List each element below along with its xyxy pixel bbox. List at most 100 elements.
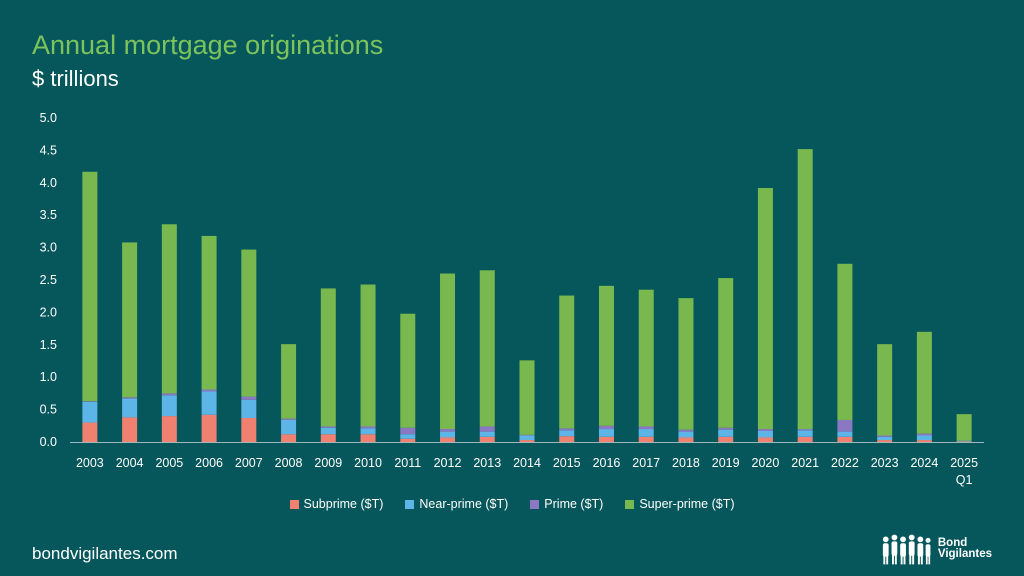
bar-segment-super-prime-2017 [638,289,654,427]
x-tick-label: 2004 [116,456,144,470]
bar-segment-subprime-2003 [82,422,98,442]
x-tick-label: 2005 [155,456,183,470]
y-tick-label: 3.0 [40,241,57,255]
x-tick-label: 2013 [473,456,501,470]
bar-segment-near-prime-2005 [161,395,177,417]
x-tick-label: 2003 [76,456,104,470]
bar-segment-subprime-2009 [320,434,336,442]
legend-swatch-subprime [289,499,299,509]
bar-segment-prime-2020 [757,429,773,431]
bar-segment-super-prime-2024 [916,331,932,434]
bar-segment-subprime-2008 [281,434,297,442]
bar-segment-prime-2010 [360,426,376,429]
bar-segment-prime-2021 [797,429,813,431]
bar-segment-super-prime-2008 [281,344,297,419]
bar-segment-super-prime-2003 [82,171,98,402]
bar-segment-prime-2004 [122,397,138,399]
bar-segment-near-prime-2006 [201,391,217,415]
legend-label-subprime: Subprime ($T) [303,497,384,511]
x-tick-label: 2025 [950,456,978,470]
x-tick-label: 2020 [752,456,780,470]
bar-segment-near-prime-2025 [956,440,972,442]
bar-segment-super-prime-2012 [440,273,456,430]
y-tick-label: 2.5 [40,273,57,287]
bar-segment-subprime-2017 [638,436,654,442]
bar-segment-super-prime-2020 [757,187,773,430]
bar-segment-super-prime-2018 [678,298,694,430]
bar-segment-prime-2013 [479,426,495,432]
legend-item-near-prime: Near-prime ($T) [405,497,508,511]
stacked-bar-chart: 0.0 0.5 1.0 1.5 2.0 2.5 3.0 3.5 4.0 4.5 5.0 2003 200… [40,111,984,487]
bar-segment-prime-2009 [320,426,336,428]
legend-swatch-near-prime [405,499,415,509]
bar-segment-super-prime-2019 [718,278,734,428]
bar-segment-subprime-2020 [757,437,773,442]
bar-segment-subprime-2013 [479,436,495,442]
bar-segment-super-prime-2023 [877,344,893,436]
x-tick-label: 2019 [712,456,740,470]
bar-segment-super-prime-2009 [320,288,336,427]
bar-segment-near-prime-2018 [678,431,694,438]
legend-item-super-prime: Super-prime ($T) [625,497,735,511]
bar-segment-prime-2007 [241,396,257,400]
bar-segment-subprime-2004 [122,417,138,442]
brand-name: Bond Vigilantes [937,537,992,560]
x-tick-label: 2018 [672,456,700,470]
bar-segment-near-prime-2013 [479,431,495,437]
x-tick-label: 2006 [195,456,223,470]
bar-segment-subprime-2015 [559,436,575,442]
bar-segment-near-prime-2016 [598,429,614,437]
bar-segment-super-prime-2010 [360,284,376,427]
brand-line-2: Vigilantes [937,548,992,560]
bar-segment-super-prime-2006 [201,235,217,390]
bar-segment-super-prime-2015 [559,295,575,429]
y-tick-label: 5.0 [40,111,57,125]
x-tick-label: 2022 [831,456,859,470]
bar-segment-near-prime-2007 [241,399,257,419]
bar-segment-subprime-2011 [400,438,416,442]
chart-title: Annual mortgage originations [32,30,384,60]
people-silhouettes-logo-icon [882,534,931,565]
bar-segment-near-prime-2008 [281,419,297,435]
legend-label-near-prime: Near-prime ($T) [419,497,509,511]
bar-segment-super-prime-2014 [519,360,535,435]
bar-segment-near-prime-2014 [519,435,535,441]
bar-segment-subprime-2025 [956,441,972,442]
x-tick-label: 2009 [314,456,342,470]
legend-item-subprime: Subprime ($T) [289,497,384,511]
bar-segment-prime-2017 [638,426,654,430]
x-tick-sublabel: Q1 [956,473,973,487]
bar-segment-prime-2019 [718,427,734,430]
bar-segment-prime-2022 [837,419,853,432]
x-tick-label: 2007 [235,456,263,470]
y-tick-label: 2.0 [40,305,57,319]
x-tick-label: 2011 [394,456,421,470]
bar-segment-prime-2008 [281,418,297,420]
bar-segment-subprime-2022 [837,436,853,442]
bar-segment-prime-2003 [82,401,98,402]
bar-segment-near-prime-2011 [400,434,416,439]
bar-segment-prime-2014 [519,434,535,436]
bar-segment-super-prime-2025 [956,414,972,441]
bar-segment-subprime-2012 [440,437,456,442]
bar-segment-super-prime-2022 [837,263,853,420]
footer-website[interactable]: bondvigilantes.com [32,544,178,563]
bar-segment-near-prime-2021 [797,430,813,437]
chart-subtitle: $ trillions [32,66,119,91]
x-tick-label: 2014 [513,456,541,470]
x-tick-label: 2012 [434,456,462,470]
bar-segment-near-prime-2017 [638,429,654,437]
y-tick-label: 4.5 [40,143,57,157]
bar-segment-subprime-2019 [718,436,734,442]
bar-segment-subprime-2005 [161,416,177,442]
bar-segment-near-prime-2015 [559,430,575,437]
bar-segment-subprime-2016 [598,436,614,442]
bar-segment-near-prime-2020 [757,430,773,438]
x-tick-label: 2023 [871,456,899,470]
bar-segment-super-prime-2016 [598,285,614,426]
y-tick-label: 4.0 [40,176,57,190]
legend-label-super-prime: Super-prime ($T) [639,497,735,511]
bar-segment-near-prime-2010 [360,428,376,435]
y-tick-label: 1.0 [40,370,57,384]
chart-legend: Subprime ($T) Near-prime ($T) Prime ($T)… [0,497,1024,511]
